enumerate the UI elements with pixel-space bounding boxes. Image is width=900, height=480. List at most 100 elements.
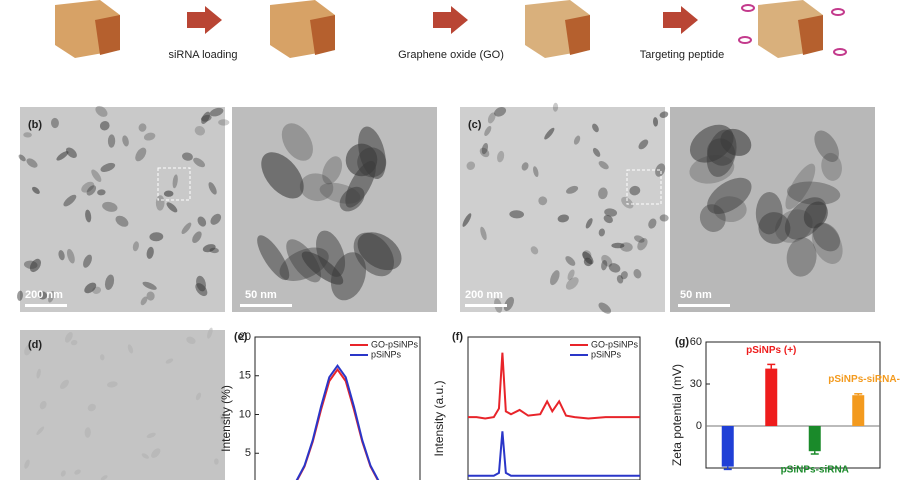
particle-texture bbox=[775, 209, 813, 243]
particle-texture bbox=[484, 125, 492, 137]
particle-texture bbox=[209, 247, 219, 254]
particle-texture bbox=[107, 134, 116, 148]
particle-texture bbox=[132, 241, 139, 252]
particle-texture bbox=[100, 162, 116, 172]
particle-texture bbox=[151, 448, 161, 458]
particle-texture bbox=[299, 173, 334, 202]
particle-texture bbox=[194, 126, 205, 136]
particle-texture bbox=[24, 344, 32, 356]
roi-box bbox=[157, 167, 191, 201]
particle-texture bbox=[616, 274, 624, 284]
particle-texture bbox=[322, 156, 343, 185]
particle-texture bbox=[814, 130, 839, 162]
particle-texture bbox=[99, 120, 110, 131]
particle-texture bbox=[142, 281, 157, 290]
particle-texture bbox=[17, 290, 23, 301]
particle-texture bbox=[821, 152, 842, 181]
particle-texture bbox=[648, 218, 657, 229]
particle-texture bbox=[784, 197, 827, 240]
arrow bbox=[663, 6, 698, 34]
particle-texture bbox=[812, 222, 841, 252]
particle-texture bbox=[585, 218, 593, 229]
series-line bbox=[296, 367, 379, 480]
arrow bbox=[187, 6, 222, 34]
particle-texture bbox=[629, 185, 641, 196]
particle-texture bbox=[598, 228, 605, 237]
particle-texture bbox=[66, 248, 75, 264]
micrograph bbox=[17, 105, 230, 312]
particle-texture bbox=[566, 185, 579, 194]
particle-texture bbox=[84, 427, 91, 438]
scale-bars: 200 nm 50 nm 200 nm 50 nm bbox=[25, 289, 730, 307]
particle-texture bbox=[345, 160, 376, 208]
particle-texture bbox=[38, 291, 48, 300]
particle-texture bbox=[181, 222, 192, 234]
y-tick-label: 60 bbox=[690, 336, 702, 348]
panel-label: (d) bbox=[28, 339, 42, 351]
particle-texture bbox=[538, 196, 548, 206]
y-tick-label: 30 bbox=[690, 378, 702, 390]
bar-annotation: pSiNPs (+) bbox=[746, 345, 796, 356]
particle-texture bbox=[64, 332, 73, 343]
particle-texture bbox=[56, 151, 69, 161]
particle-texture bbox=[208, 182, 217, 195]
particle-texture bbox=[18, 154, 26, 162]
legend-label: pSiNPs bbox=[591, 349, 622, 359]
panel-label: (c) bbox=[468, 119, 482, 131]
particle-texture bbox=[583, 257, 593, 267]
particle-texture bbox=[24, 459, 30, 469]
panel-label: (g) bbox=[675, 336, 689, 348]
particle-texture bbox=[544, 127, 555, 140]
particle-texture bbox=[60, 379, 69, 390]
particle-texture bbox=[533, 166, 539, 178]
particle-texture bbox=[634, 235, 645, 243]
legend-label: GO-pSiNPs bbox=[371, 339, 419, 349]
particle bbox=[525, 0, 590, 58]
y-tick-label: 20 bbox=[239, 331, 251, 343]
y-axis-label: Zeta potential (mV) bbox=[670, 364, 684, 466]
y-tick-label: 10 bbox=[239, 408, 251, 420]
particle-texture bbox=[70, 340, 78, 346]
particle-texture bbox=[608, 263, 621, 273]
particle-texture bbox=[598, 187, 608, 200]
particle-texture bbox=[214, 458, 219, 465]
particle-texture bbox=[26, 158, 38, 168]
particle bbox=[738, 0, 847, 58]
particle-texture bbox=[497, 150, 505, 163]
panel-label: (b) bbox=[28, 119, 42, 131]
particle-texture bbox=[36, 368, 41, 379]
panel-labels: (b) (c) (d) bbox=[28, 119, 482, 351]
particle-texture bbox=[621, 196, 634, 209]
particle-texture bbox=[582, 250, 592, 260]
particle-texture bbox=[165, 358, 174, 364]
plot-frame bbox=[467, 336, 641, 480]
particle-texture bbox=[218, 119, 230, 126]
particle-texture bbox=[592, 123, 599, 133]
particle-texture bbox=[127, 344, 134, 354]
particle-texture bbox=[122, 135, 129, 147]
particle-texture bbox=[601, 260, 608, 271]
particle-texture bbox=[146, 432, 156, 439]
particle-texture bbox=[592, 147, 601, 157]
particle-texture bbox=[163, 190, 174, 197]
particle-texture bbox=[186, 336, 196, 345]
scale-bar bbox=[25, 304, 67, 307]
particle-texture bbox=[503, 296, 515, 312]
particle-texture bbox=[149, 232, 164, 242]
particle-texture bbox=[107, 381, 118, 388]
particle-texture bbox=[23, 132, 32, 138]
particle-texture bbox=[29, 258, 41, 273]
scale-label: 50 nm bbox=[680, 289, 712, 301]
particle-texture bbox=[620, 271, 628, 280]
image-bg bbox=[460, 107, 665, 312]
particle-texture bbox=[85, 209, 92, 223]
particle-texture bbox=[301, 251, 344, 285]
particle-texture bbox=[521, 162, 529, 171]
particle-texture bbox=[181, 152, 193, 161]
bar-annotation: pSiNPs-siRNA-GO bbox=[828, 374, 900, 385]
micrographs bbox=[17, 102, 875, 480]
particle-texture bbox=[60, 470, 66, 477]
scale-bar bbox=[465, 304, 507, 307]
particle-texture bbox=[143, 132, 156, 141]
